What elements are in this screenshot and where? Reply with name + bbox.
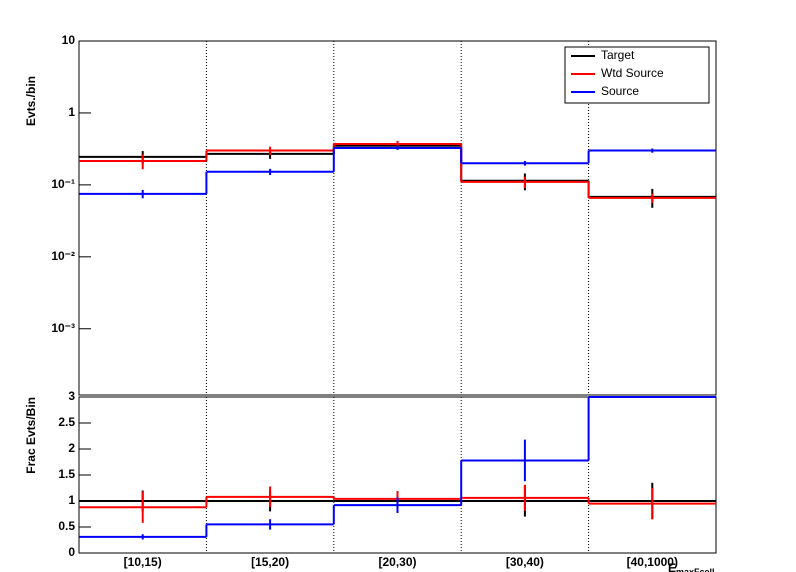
y-tick-label: 1.5	[58, 467, 75, 481]
x-axis-label-main: E	[668, 561, 676, 572]
y-tick-label: 1	[68, 105, 75, 119]
legend-label: Source	[601, 84, 639, 98]
legend-label: Target	[601, 48, 635, 62]
y-tick-label: 10⁻³	[51, 321, 75, 335]
x-axis-label-sub: maxFcell	[676, 567, 715, 572]
x-tick-label: [10,15)	[124, 555, 162, 569]
y-tick-label: 2.5	[58, 415, 75, 429]
x-tick-label: [15,20)	[251, 555, 289, 569]
y-tick-label: 0.5	[58, 519, 75, 533]
frame	[78, 396, 717, 554]
y-tick-label: 0	[68, 545, 75, 559]
y-tick-label: 10⁻¹	[51, 177, 75, 191]
y-axis-label: Frac Evts/Bin	[24, 397, 38, 474]
frame	[78, 40, 717, 396]
y-axis-label: Evts./bin	[24, 76, 38, 126]
x-tick-label: [40,1000)	[627, 555, 678, 569]
legend-label: Wtd Source	[601, 66, 664, 80]
x-axis-label: EmaxFcell	[668, 561, 715, 572]
y-tick-label: 10⁻²	[51, 249, 75, 263]
x-tick-label: [20,30)	[378, 555, 416, 569]
plot	[79, 140, 716, 208]
y-tick-label: 10	[62, 33, 76, 47]
x-tick-label: [30,40)	[506, 555, 544, 569]
y-tick-label: 1	[68, 493, 75, 507]
y-tick-label: 3	[68, 389, 75, 403]
y-tick-label: 2	[68, 441, 75, 455]
plot	[79, 396, 716, 540]
